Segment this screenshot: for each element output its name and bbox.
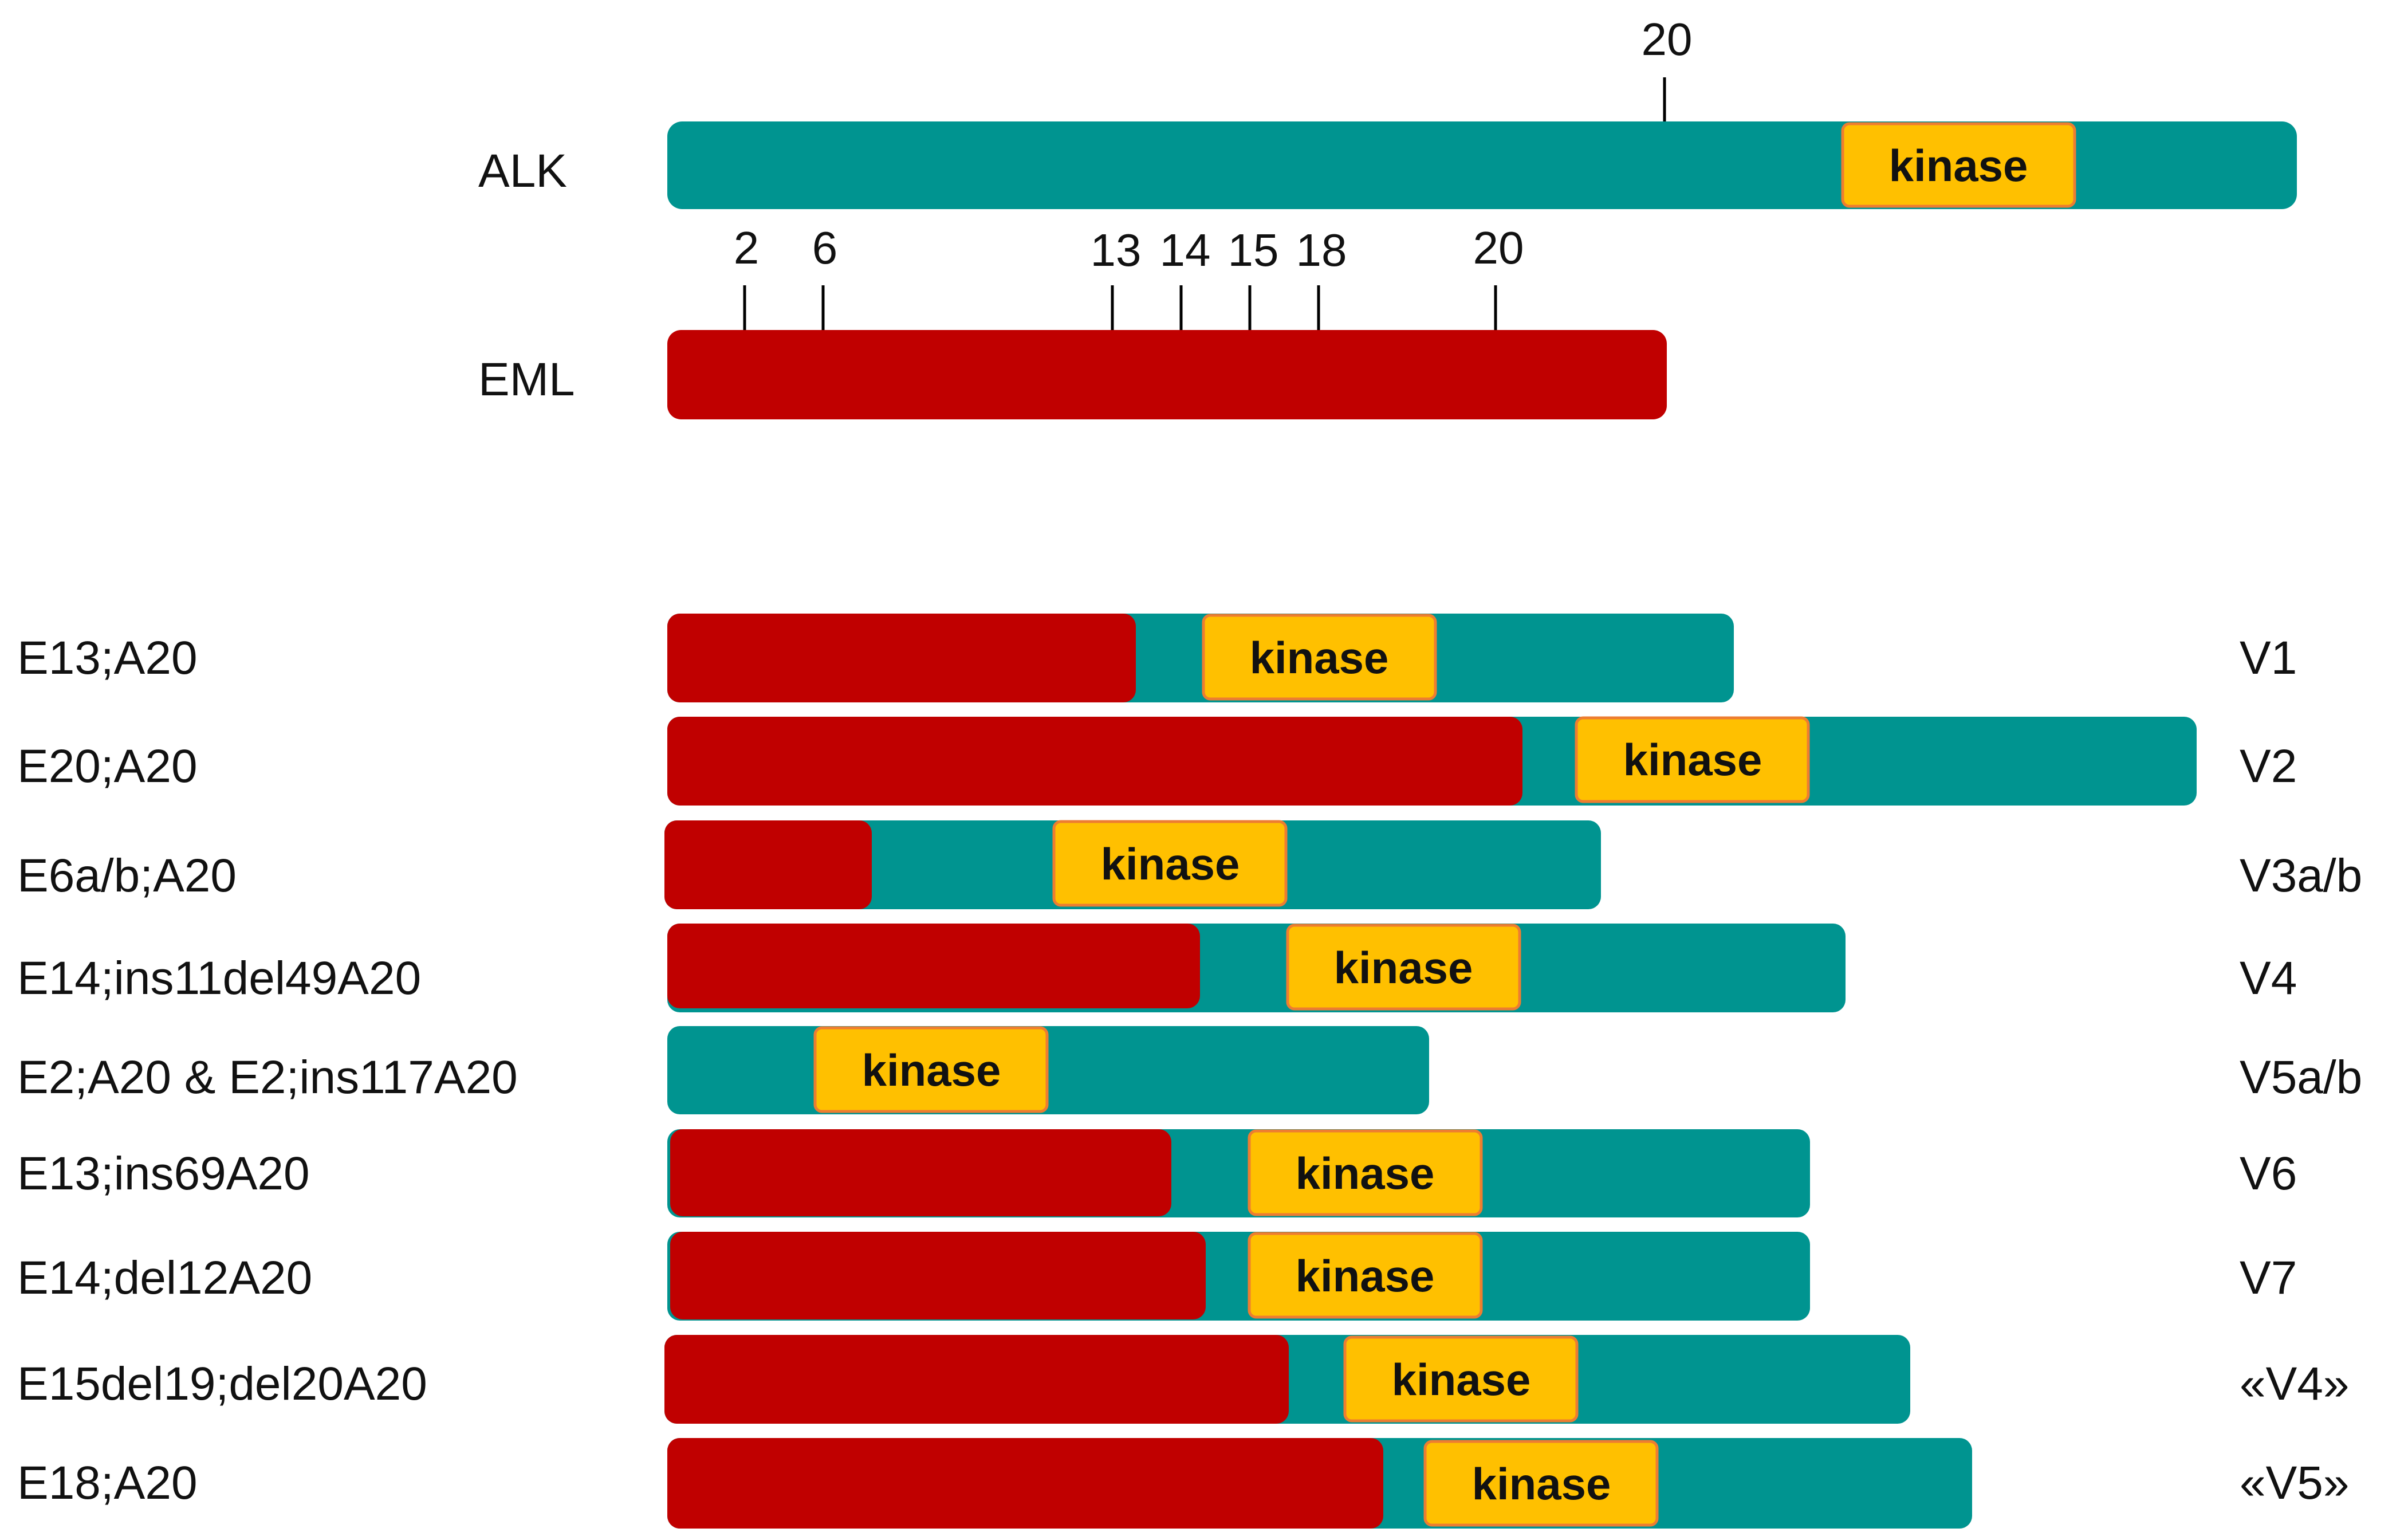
eml-exon-label: 20 [1473,222,1524,273]
eml-exon-label: 18 [1296,225,1347,276]
fusion-label: E6a/b;A20 [17,850,237,902]
variant-row: E2;A20 & E2;ins117A20 kinase V5a/b [17,1026,2362,1114]
fusion-label: E13;A20 [17,632,198,684]
eml-segment [664,1335,1289,1424]
eml-segment [670,1232,1206,1319]
alk-exon-label: 20 [1642,14,1693,65]
eml-exon-label: 15 [1228,225,1279,276]
alk-kinase-label: kinase [1889,140,2028,191]
variant-row: E13;A20 kinase V1 [17,614,2297,702]
eml-bar [667,330,1667,419]
variant-row: E20;A20 kinase V2 [17,716,2297,806]
eml-segment [667,1438,1383,1529]
kinase-domain [1423,1440,1659,1527]
kinase-domain [1248,1129,1483,1216]
variant-label: V6 [2240,1148,2297,1200]
variant-row: E14;del12A20 kinase V7 [17,1232,2297,1321]
alk-kinase-domain [1841,122,2076,208]
fusion-label: E14;del12A20 [17,1252,312,1304]
fusion-label: E15del19;del20A20 [17,1358,427,1410]
variant-row: E13;ins69A20 kinase V6 [17,1129,2297,1217]
kinase-label: kinase [1101,839,1240,889]
kinase-domain [813,1026,1049,1113]
kinase-label: kinase [862,1045,1001,1095]
eml-exon-label: 14 [1160,225,1211,276]
kinase-domain [1575,716,1810,803]
kinase-label: kinase [1472,1459,1611,1509]
variant-row: E15del19;del20A20 kinase «V4» [17,1335,2350,1424]
kinase-domain [1286,924,1521,1011]
fusion-label: E18;A20 [17,1457,198,1509]
fusion-label: E2;A20 & E2;ins117A20 [17,1051,518,1103]
variant-label: V2 [2240,740,2297,792]
eml-gene-label: EML [478,353,575,406]
variant-row: E18;A20 kinase «V5» [17,1438,2350,1529]
eml-segment [667,614,1136,702]
kinase-domain [1248,1232,1483,1319]
kinase-label: kinase [1623,734,1762,785]
eml-segment [667,717,1522,806]
variant-label: «V5» [2240,1457,2350,1509]
fusion-label: E20;A20 [17,740,198,792]
eml-exon-label: 6 [812,222,838,273]
kinase-label: kinase [1392,1354,1531,1405]
variant-label: V5a/b [2240,1051,2362,1103]
kinase-label: kinase [1296,1251,1435,1301]
kinase-label: kinase [1296,1148,1435,1199]
kinase-domain [1202,614,1437,701]
variant-label: V1 [2240,632,2297,684]
variant-label: V4 [2240,952,2297,1004]
alk-gene: ALK kinase 20 [478,14,2297,209]
eml-gene: EML 2 6 13 14 15 18 20 [478,222,1667,419]
variant-label: V3a/b [2240,850,2362,902]
eml-exon-label: 13 [1091,225,1142,276]
variant-label: V7 [2240,1252,2297,1304]
variant-row: E14;ins11del49A20 kinase V4 [17,924,2297,1012]
kinase-label: kinase [1250,632,1389,683]
eml-segment [667,924,1200,1008]
variant-row: E6a/b;A20 kinase V3a/b [17,820,2362,909]
fusion-label: E14;ins11del49A20 [17,952,421,1004]
eml-exon-label: 2 [734,222,760,273]
kinase-domain [1052,820,1288,907]
eml-segment [670,1129,1171,1216]
fusion-label: E13;ins69A20 [17,1148,310,1200]
alk-gene-label: ALK [478,145,567,197]
kinase-domain [1343,1335,1579,1423]
kinase-label: kinase [1334,942,1473,993]
eml-segment [664,820,872,909]
variant-label: «V4» [2240,1358,2350,1410]
